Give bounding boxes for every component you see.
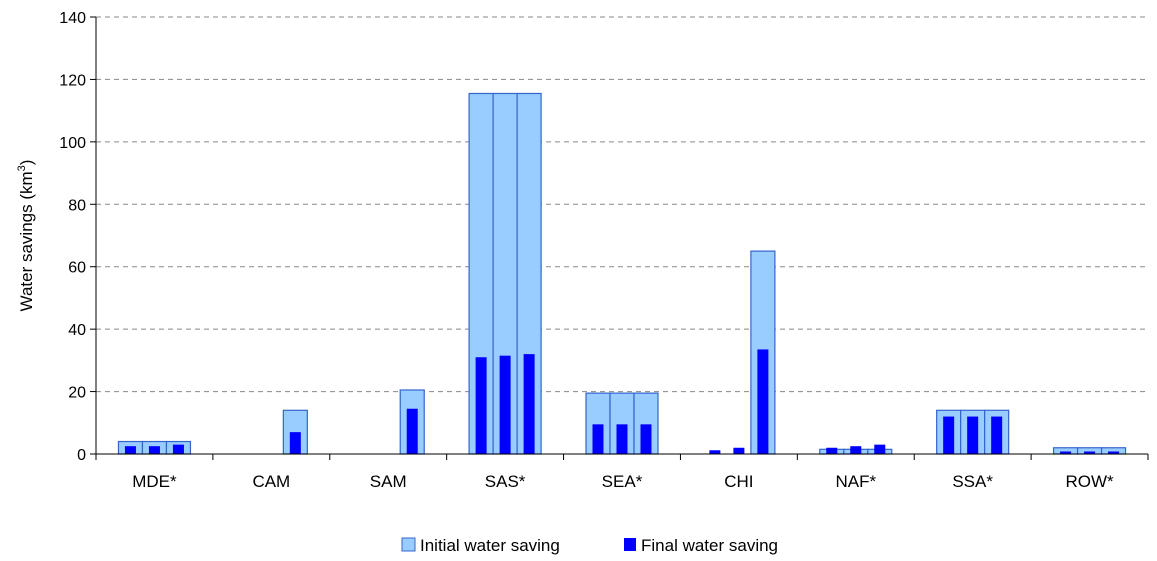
- bar-final-water-saving: [967, 416, 979, 454]
- bar-final-water-saving: [709, 450, 721, 454]
- bar-final-water-saving: [523, 354, 535, 454]
- x-tick-label: CAM: [252, 472, 290, 491]
- initial-water-saving-series: [117, 92, 1127, 455]
- y-tick-label: 40: [68, 322, 86, 339]
- y-tick-label: 60: [68, 260, 86, 277]
- bar-final-water-saving: [991, 416, 1003, 454]
- legend-label-initial: Initial water saving: [420, 536, 560, 555]
- axes: [90, 16, 1149, 460]
- y-tick-label: 80: [68, 197, 86, 214]
- x-tick-label: MDE*: [132, 472, 177, 491]
- bar-final-water-saving: [592, 424, 604, 454]
- bar-final-water-saving: [148, 446, 160, 454]
- bar-final-water-saving: [289, 432, 301, 454]
- bar-final-water-saving: [757, 349, 769, 454]
- bar-final-water-saving: [499, 355, 511, 454]
- final-water-saving-series: [124, 349, 1120, 454]
- y-axis-label-main: Water savings (km: [17, 171, 36, 311]
- x-tick-label: SEA*: [602, 472, 643, 491]
- bar-final-water-saving: [1108, 451, 1120, 454]
- x-tick-label: SSA*: [952, 472, 993, 491]
- bar-final-water-saving: [733, 447, 745, 454]
- y-axis-label-superscript: 3: [16, 165, 28, 171]
- legend-swatch-final: [624, 538, 636, 551]
- legend: Initial water saving Final water saving: [401, 536, 778, 555]
- y-tick-label: 100: [59, 135, 86, 152]
- y-tick-label: 120: [59, 72, 86, 89]
- x-tick-label: SAS*: [485, 472, 526, 491]
- x-tick-labels: MDE* CAM SAM SAS* SEA* CHI NAF* SSA* ROW*: [132, 472, 1114, 491]
- y-axis-label: Water savings (km3): [16, 160, 36, 312]
- y-tick-label: 0: [77, 447, 86, 464]
- grid-lines: [96, 16, 1148, 393]
- bar-final-water-saving: [850, 446, 862, 454]
- x-tick-label: ROW*: [1065, 472, 1114, 491]
- bar-final-water-saving: [826, 447, 838, 454]
- y-tick-labels: 0 20 40 60 80 100 120 140: [59, 10, 86, 464]
- bar-final-water-saving: [874, 444, 886, 454]
- x-tick-label: CHI: [724, 472, 753, 491]
- bar-final-water-saving: [943, 416, 955, 454]
- bar-final-water-saving: [616, 424, 628, 454]
- legend-swatch-initial: [401, 537, 416, 552]
- x-tick-label: SAM: [370, 472, 407, 491]
- bar-final-water-saving: [1060, 451, 1072, 454]
- bar-final-water-saving: [172, 444, 184, 454]
- bar-final-water-saving: [406, 408, 418, 454]
- legend-label-final: Final water saving: [641, 536, 778, 555]
- bar-final-water-saving: [640, 424, 652, 454]
- bar-final-water-saving: [124, 446, 136, 454]
- y-axis-label-suffix: ): [17, 160, 36, 166]
- bar-final-water-saving: [475, 357, 487, 454]
- y-tick-label: 20: [68, 385, 86, 402]
- bar-final-water-saving: [1084, 451, 1096, 454]
- x-tick-label: NAF*: [835, 472, 876, 491]
- y-tick-label: 140: [59, 10, 86, 27]
